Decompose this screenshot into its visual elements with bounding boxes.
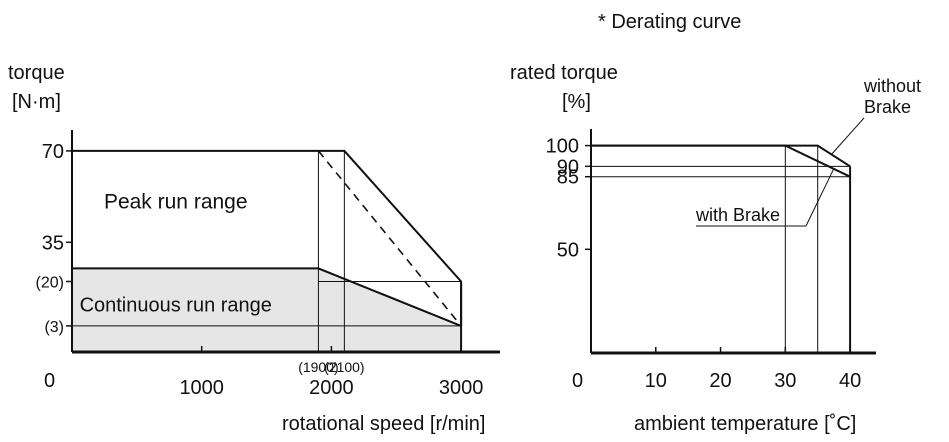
left-y-tick-label: (3) (44, 319, 64, 336)
torque-speed-chart: 70 35 (20) (3) 1000 2000 3000 (1900)(2100) Peak … (36, 130, 500, 399)
without-brake-label: without (863, 76, 921, 96)
speed-marker-label: (1900) (298, 359, 338, 375)
series-line-without-brake (591, 144, 851, 168)
continuous-run-range-area (72, 268, 462, 352)
without-brake-label: Brake (864, 97, 911, 117)
peak-run-range-label: Peak run range (104, 190, 248, 213)
without-brake-leader (831, 117, 865, 155)
left-origin-label: 0 (44, 370, 55, 392)
right-y-axis-label-line2: [%] (562, 91, 591, 113)
right-x-tick-label: 40 (839, 370, 861, 392)
derating-curve-note: * Derating curve (598, 11, 741, 33)
right-y-tick-label: 100 (546, 136, 579, 158)
right-origin-label: 0 (572, 370, 583, 392)
right-x-axis-label: ambient temperature [˚C] (634, 413, 856, 435)
continuous-run-boundary (72, 267, 462, 327)
right-y-tick-label: 50 (557, 239, 579, 261)
left-x-tick-label: 3000 (439, 377, 484, 399)
left-y-tick-label: 35 (42, 232, 64, 254)
with-brake-leader (805, 168, 835, 227)
left-y-tick-label: (20) (36, 274, 64, 291)
right-x-tick-label: 20 (709, 370, 731, 392)
left-x-axis-label: rotational speed [r/min] (282, 413, 485, 435)
peak-limit-dashed-line (317, 150, 462, 327)
with-brake-label: with Brake (695, 205, 780, 225)
right-y-tick-label: 85 (557, 167, 579, 189)
right-x-tick-label: 10 (645, 370, 667, 392)
right-y-axis-label-line1: rated torque (510, 62, 618, 84)
speed-marker-label: (2100) (324, 359, 364, 375)
left-y-tick-label: 70 (42, 141, 64, 163)
series-line-with-brake (591, 144, 851, 178)
right-x-tick-label: 30 (774, 370, 796, 392)
continuous-run-range-label: Continuous run range (80, 295, 272, 317)
right-y-tick-label: 90 (557, 156, 579, 178)
left-x-tick-label: 1000 (179, 377, 224, 399)
left-y-axis-label-line1: torque (8, 62, 65, 84)
left-y-axis-label-line2: [N·m] (12, 91, 61, 113)
left-x-tick-label: 2000 (309, 377, 354, 399)
